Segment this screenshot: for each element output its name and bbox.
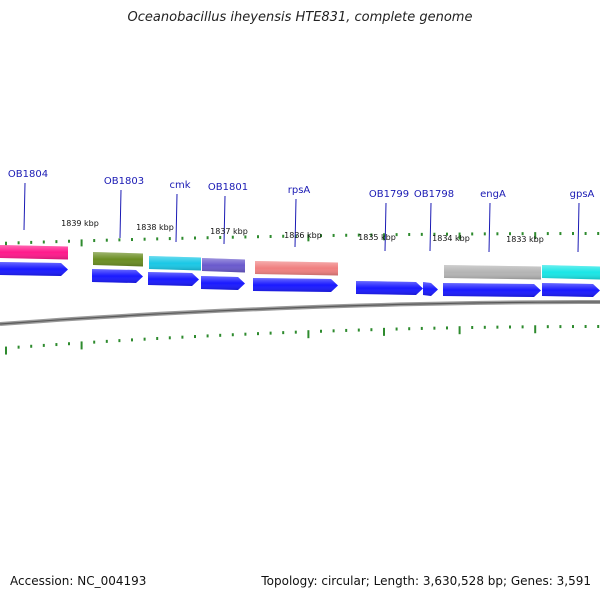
backbone-line <box>0 300 600 326</box>
feature-gloss <box>202 258 245 273</box>
gene-label: OB1798 <box>414 189 454 200</box>
feature-gloss <box>542 265 600 280</box>
feature-gloss <box>149 256 201 271</box>
gene-leader-line <box>384 202 387 252</box>
gene-label: cmk <box>169 180 190 191</box>
scale-label: 1837 kbp <box>210 227 248 236</box>
gene-leader-line <box>294 198 297 248</box>
scale-label: 1833 kbp <box>506 235 544 244</box>
arrow-gloss <box>148 272 199 286</box>
gene-leader-line <box>23 182 26 231</box>
arrow-gloss <box>356 281 423 295</box>
gene-feature-blocks <box>0 245 600 280</box>
gene-labels: OB1804 OB1803 cmk OB1801 rpsA OB1799 OB1798 eng… <box>8 169 595 253</box>
feature-gloss <box>93 252 143 267</box>
gene-leader-line <box>119 189 122 239</box>
arrow-gloss <box>92 269 143 283</box>
gene-label: gpsA <box>570 189 595 200</box>
arrow-gloss <box>201 276 245 290</box>
feature-gloss <box>0 245 68 260</box>
feature-gloss <box>255 261 338 276</box>
topology-text: Topology: circular; Length: 3,630,528 bp… <box>261 574 591 588</box>
gene-leader-line <box>175 193 178 243</box>
backbone-core <box>0 301 600 325</box>
lower-tick-row <box>5 325 600 355</box>
upper-tick-row <box>5 232 600 249</box>
arrow-gloss <box>423 282 438 296</box>
arrow-gloss <box>253 278 338 292</box>
gene-leader-line <box>577 202 580 253</box>
genome-backbone <box>0 300 600 326</box>
scale-label: 1838 kbp <box>136 223 174 232</box>
scale-label: 1835 kbp <box>358 233 396 242</box>
gene-label: OB1801 <box>208 182 248 193</box>
scale-label: 1836 kbp <box>284 231 322 240</box>
accession-text: Accession: NC_004193 <box>10 574 147 588</box>
gene-leader-line <box>429 202 432 252</box>
gene-label: OB1803 <box>104 176 144 187</box>
scale-labels: 1839 kbp 1838 kbp 1837 kbp 1836 kbp 1835 kbp… <box>61 219 544 244</box>
gene-label: rpsA <box>288 185 311 196</box>
arrow-gloss <box>0 262 68 276</box>
gene-leader-line <box>488 202 491 253</box>
feature-gloss <box>444 265 541 280</box>
arrow-gloss <box>443 283 541 297</box>
arrow-gloss <box>542 283 600 297</box>
gene-label: OB1804 <box>8 169 48 180</box>
genome-title: Oceanobacillus iheyensis HTE831, complet… <box>127 10 473 25</box>
scale-label: 1834 kbp <box>432 234 470 243</box>
gene-label: engA <box>480 189 506 200</box>
scale-label: 1839 kbp <box>61 219 99 228</box>
forward-strand-arrows <box>0 262 600 297</box>
gene-label: OB1799 <box>369 189 409 200</box>
gene-leader-line <box>223 195 226 245</box>
